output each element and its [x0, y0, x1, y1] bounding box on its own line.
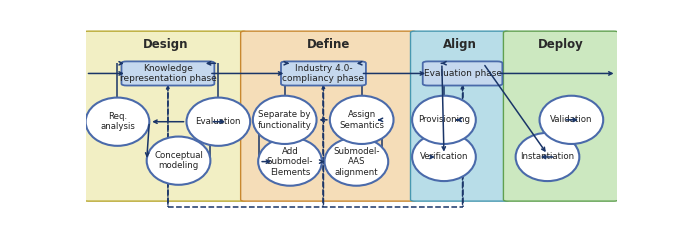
Text: Add
Submodel-
Elements: Add Submodel- Elements [266, 147, 313, 176]
FancyBboxPatch shape [423, 61, 502, 86]
Text: Define: Define [307, 38, 350, 51]
Ellipse shape [329, 96, 393, 144]
Text: Submodel-
AAS
alignment: Submodel- AAS alignment [333, 147, 379, 176]
FancyBboxPatch shape [281, 61, 366, 86]
Text: Evaluation phase: Evaluation phase [423, 69, 501, 78]
FancyBboxPatch shape [410, 31, 509, 201]
Ellipse shape [258, 137, 322, 186]
Text: Instantiation: Instantiation [521, 153, 575, 161]
Ellipse shape [325, 137, 388, 186]
Text: Assign
Semantics: Assign Semantics [339, 110, 384, 130]
Ellipse shape [412, 96, 476, 144]
Ellipse shape [186, 98, 250, 146]
Ellipse shape [147, 137, 210, 185]
Text: Deploy: Deploy [538, 38, 584, 51]
Ellipse shape [86, 98, 149, 146]
Ellipse shape [253, 96, 316, 144]
Text: Design: Design [142, 38, 188, 51]
Text: Separate by
functionality: Separate by functionality [258, 110, 312, 130]
Text: Knowledge
representation phase: Knowledge representation phase [120, 64, 216, 83]
Ellipse shape [516, 133, 580, 181]
Text: Conceptual
modeling: Conceptual modeling [154, 151, 203, 170]
Text: Validation: Validation [550, 115, 593, 124]
FancyBboxPatch shape [84, 31, 247, 201]
FancyBboxPatch shape [121, 61, 214, 86]
Text: Align: Align [443, 38, 477, 51]
Ellipse shape [540, 96, 603, 144]
Text: Industry 4.0-
compliancy phase: Industry 4.0- compliancy phase [282, 64, 364, 83]
FancyBboxPatch shape [240, 31, 416, 201]
Ellipse shape [412, 133, 476, 181]
Text: Evaluation: Evaluation [196, 117, 241, 126]
FancyBboxPatch shape [503, 31, 618, 201]
Text: Verification: Verification [420, 153, 469, 161]
Text: Req.
analysis: Req. analysis [100, 112, 135, 131]
Text: Provisioning: Provisioning [418, 115, 470, 124]
